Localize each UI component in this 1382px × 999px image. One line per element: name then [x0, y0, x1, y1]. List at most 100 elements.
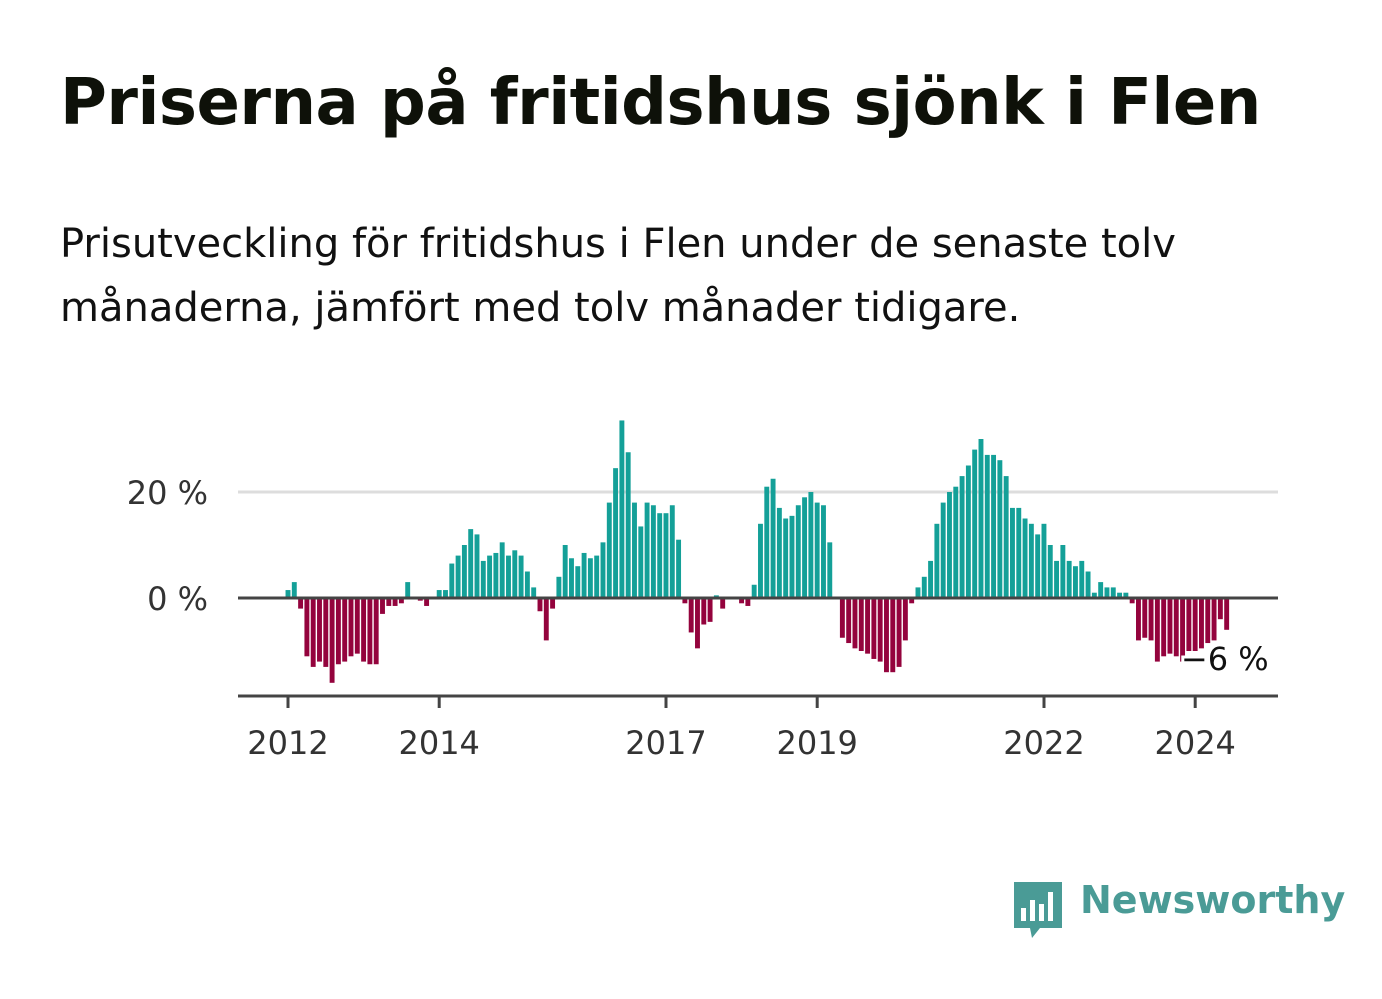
x-tick-label: 2024	[1154, 724, 1235, 762]
bar	[1211, 598, 1217, 641]
bar	[367, 598, 373, 665]
bar	[783, 518, 789, 598]
bar	[846, 598, 852, 644]
bar	[449, 563, 455, 598]
bar	[1028, 523, 1034, 598]
bar	[531, 587, 537, 598]
bar	[480, 560, 486, 598]
bar	[1142, 598, 1148, 638]
bar	[1224, 598, 1230, 630]
bar	[1060, 545, 1066, 598]
bar	[896, 598, 902, 667]
bar	[688, 598, 694, 633]
x-tick-label: 2022	[1003, 724, 1084, 762]
bar	[1129, 598, 1135, 604]
bar	[682, 598, 688, 604]
bar	[953, 486, 959, 598]
bar	[972, 449, 978, 598]
bar	[619, 420, 625, 598]
bar	[518, 555, 524, 598]
bar	[285, 590, 291, 598]
bar	[506, 555, 511, 598]
bar	[991, 454, 997, 598]
bar	[329, 598, 335, 683]
bar	[625, 452, 631, 598]
bar	[291, 582, 297, 598]
bar	[354, 598, 360, 654]
bar	[776, 507, 782, 598]
bar	[335, 598, 341, 665]
bar	[978, 439, 984, 598]
bar	[632, 502, 637, 598]
axes	[238, 596, 1278, 708]
bar	[512, 550, 518, 598]
bar	[1180, 598, 1186, 662]
end-value-label: −6 %	[1181, 640, 1269, 678]
bar-chart: 0 % 20 % 2012 2014 2017 2019 2022 2024 −6 %	[127, 420, 1278, 762]
bar	[808, 492, 814, 598]
x-tick-label: 2019	[776, 724, 857, 762]
bar	[751, 584, 757, 598]
bar	[858, 598, 864, 651]
bar	[795, 505, 801, 598]
bar	[606, 502, 612, 598]
bar	[386, 598, 392, 606]
bar	[1173, 598, 1179, 657]
bar	[676, 539, 682, 598]
y-tick-label: 20 %	[127, 474, 208, 512]
bar	[663, 513, 669, 598]
bar	[569, 558, 574, 598]
bar	[304, 598, 310, 657]
bar	[902, 598, 908, 641]
bar	[581, 552, 587, 598]
bar	[298, 598, 304, 609]
y-tick-label: 0 %	[147, 580, 208, 618]
bar	[890, 598, 896, 673]
bar	[827, 542, 833, 598]
x-tick-label: 2017	[625, 724, 706, 762]
bar	[638, 526, 644, 598]
bar	[865, 598, 871, 654]
bar	[928, 560, 934, 598]
bar	[405, 582, 411, 598]
bar	[380, 598, 385, 614]
bars	[285, 420, 1230, 683]
bar	[965, 465, 971, 598]
bar	[921, 576, 927, 598]
bar	[1217, 598, 1223, 620]
bar	[934, 523, 940, 598]
bar	[1123, 592, 1129, 598]
bar	[455, 555, 461, 598]
bar	[852, 598, 858, 649]
labels: 0 % 20 % 2012 2014 2017 2019 2022 2024 −6 %	[127, 474, 1272, 762]
bar	[613, 468, 619, 598]
bar	[701, 598, 707, 625]
bar	[802, 497, 808, 598]
bar	[1186, 598, 1192, 651]
bar	[1041, 523, 1047, 598]
bar	[1091, 592, 1097, 598]
bar	[499, 542, 505, 598]
bar	[770, 478, 776, 598]
bar	[342, 598, 348, 662]
bar	[1117, 592, 1123, 598]
bar	[814, 502, 820, 598]
bar	[361, 598, 367, 662]
bar	[600, 542, 606, 598]
bar	[877, 598, 883, 662]
bar	[764, 486, 770, 598]
bar	[884, 598, 889, 673]
bar	[1035, 534, 1041, 598]
bar	[745, 598, 751, 606]
bar	[657, 513, 663, 598]
bar	[1136, 598, 1141, 641]
bar	[474, 534, 480, 598]
bar	[909, 598, 915, 604]
bar	[1098, 582, 1104, 598]
bar	[695, 598, 700, 649]
bar	[1079, 560, 1085, 598]
bar	[789, 515, 795, 598]
bar	[1016, 507, 1022, 598]
bar	[550, 598, 556, 609]
bar	[984, 454, 990, 598]
